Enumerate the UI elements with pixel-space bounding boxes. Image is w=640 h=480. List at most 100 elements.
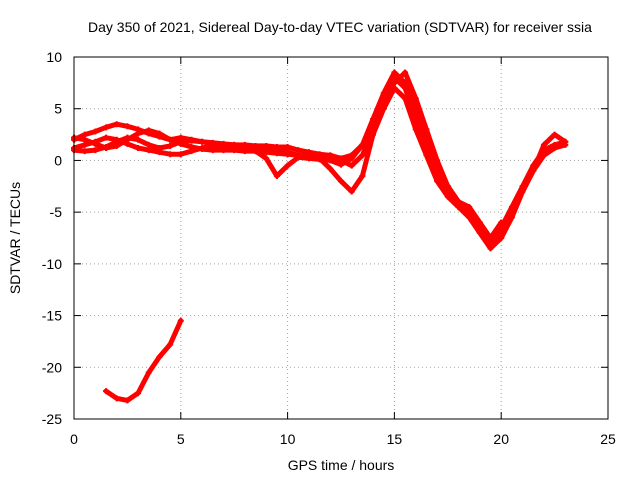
data-point [348,188,355,195]
data-point [263,155,270,162]
x-axis-label: GPS time / hours [288,457,395,473]
data-point [273,172,280,179]
data-point [177,151,184,158]
series-track-5 [103,318,184,403]
data-point [199,146,206,153]
data-point [113,121,120,128]
data-point [124,134,131,141]
y-tick-label: -25 [42,411,62,427]
axis-ticks: 0 5 10 15 20 25 10 5 0 -5 -10 -15 -20 -25 [42,49,616,447]
data-point [444,183,451,190]
y-tick-label: -10 [42,256,62,272]
data-point [391,69,398,76]
data-point [476,224,483,231]
data-point [327,165,334,172]
data-point [135,130,142,137]
x-tick-label: 0 [70,431,78,447]
data-point [284,162,291,169]
data-point [167,136,174,143]
data-point [273,150,280,157]
data-point [177,317,184,324]
data-point [562,138,569,145]
data-point [81,141,88,148]
data-point [540,141,547,148]
data-point [423,136,430,143]
y-tick-label: 10 [46,49,62,65]
data-point [380,90,387,97]
data-point [145,141,152,148]
data-point [295,147,302,154]
data-point [530,162,537,169]
data-point [434,178,441,185]
data-point [92,140,99,147]
x-tick-label: 15 [387,431,403,447]
data-point [199,138,206,145]
data-point [305,155,312,162]
y-tick-label: -15 [42,308,62,324]
y-axis-label: SDTVAR / TECUs [7,182,23,294]
data-point [113,395,120,402]
data-point [145,369,152,376]
data-point [177,138,184,145]
x-tick-label: 20 [493,431,509,447]
data-point [327,157,334,164]
data-point [252,148,259,155]
data-point [103,143,110,150]
data-point [145,147,152,154]
data-point [359,172,366,179]
data-point [348,155,355,162]
data-point [124,123,131,130]
data-point [402,69,409,76]
data-point [295,154,302,161]
data-point [434,162,441,169]
data-point [167,142,174,149]
data-point [487,245,494,252]
data-point [188,143,195,150]
data-point [519,183,526,190]
data-point [231,145,238,152]
data-point [209,147,216,154]
data-point [124,397,131,404]
y-tick-label: -20 [42,359,62,375]
data-point [81,148,88,155]
data-point [103,388,110,395]
data-point [316,156,323,163]
data-point [167,151,174,158]
y-tick-label: -5 [50,204,63,220]
data-point [81,136,88,143]
data-point [103,134,110,141]
data-point [370,116,377,123]
grid-lines [74,57,608,419]
data-point [508,214,515,221]
data-point [113,138,120,145]
y-tick-label: 5 [54,101,62,117]
data-point [135,136,142,143]
data-point [92,128,99,135]
data-point [220,142,227,149]
data-point [359,152,366,159]
data-point [508,203,515,210]
data-point [498,235,505,241]
y-tick-label: 0 [54,152,62,168]
data-point [487,235,494,241]
data-point [498,219,505,226]
data-point [284,151,291,158]
data-point [156,145,163,152]
data-point [263,149,270,156]
chart-title: Day 350 of 2021, Sidereal Day-to-day VTE… [88,19,592,35]
data-point [145,127,152,134]
data-point [209,140,216,147]
data-point [92,147,99,154]
data-point [338,161,344,168]
data-point [551,141,558,148]
plot-frame [73,56,609,420]
data-point [188,137,195,144]
data-point [338,178,344,185]
data-point [466,209,473,216]
data-point [135,390,142,397]
data-point [540,147,547,154]
data-point [156,130,163,137]
data-point [103,124,110,131]
series-track-2 [71,85,568,251]
x-tick-label: 5 [177,431,185,447]
